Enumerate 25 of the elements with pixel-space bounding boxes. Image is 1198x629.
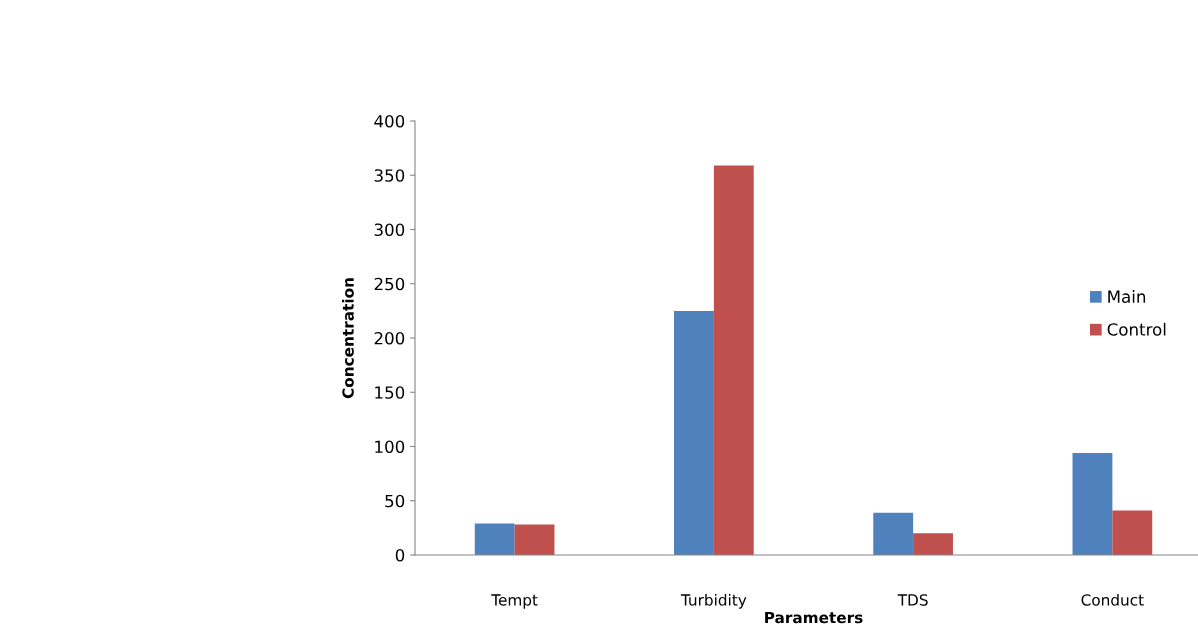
bar [674,310,714,555]
bar [913,533,953,555]
legend-label: Control [1107,322,1166,336]
y-tick-label: 100 [375,440,405,454]
y-tick-label: 250 [374,277,405,291]
x-axis-title: Parameters [765,611,863,624]
bar [713,165,754,555]
x-tick-label: TDS [897,594,928,606]
x-tick-label: Tempt [491,594,538,609]
bar [873,512,914,555]
bar [1112,510,1153,555]
y-axis-title: Concentration [342,278,354,399]
y-tick-label: 150 [375,386,405,399]
y-tick-label: 400 [374,114,405,128]
y-tick-label: 200 [374,331,405,345]
y-tick-label: 50 [385,494,405,508]
y-tick-label: 0 [395,548,405,562]
bar [1072,453,1113,555]
bar [514,524,555,555]
y-tick-label: 300 [374,223,405,237]
bar [474,523,515,555]
x-tick-label: Conduct [1081,593,1144,606]
x-tick-label: Turbidity [680,593,747,609]
legend-label: Main [1108,290,1146,303]
y-tick-label: 350 [374,169,405,182]
